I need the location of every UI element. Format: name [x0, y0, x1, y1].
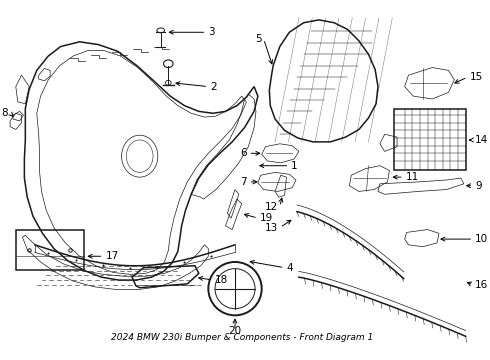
Text: 14: 14: [475, 135, 489, 145]
Text: 16: 16: [475, 280, 489, 290]
Text: 7: 7: [240, 177, 246, 187]
Text: 3: 3: [208, 27, 215, 37]
Text: 8: 8: [1, 108, 8, 118]
Text: 2024 BMW 230i Bumper & Components - Front Diagram 1: 2024 BMW 230i Bumper & Components - Fron…: [111, 333, 373, 342]
Text: 19: 19: [260, 213, 273, 223]
Text: 15: 15: [469, 72, 483, 82]
Text: 1: 1: [291, 161, 298, 171]
Text: 20: 20: [228, 325, 242, 336]
Text: 10: 10: [475, 234, 489, 244]
Text: 13: 13: [265, 222, 278, 233]
Text: 9: 9: [475, 181, 482, 191]
Text: 6: 6: [240, 148, 246, 158]
Text: 12: 12: [265, 202, 278, 212]
Text: 4: 4: [287, 263, 293, 273]
Text: 17: 17: [105, 251, 119, 261]
Text: 11: 11: [406, 172, 419, 182]
Text: 18: 18: [215, 275, 228, 285]
Text: 2: 2: [210, 82, 217, 91]
Text: 5: 5: [255, 34, 262, 44]
